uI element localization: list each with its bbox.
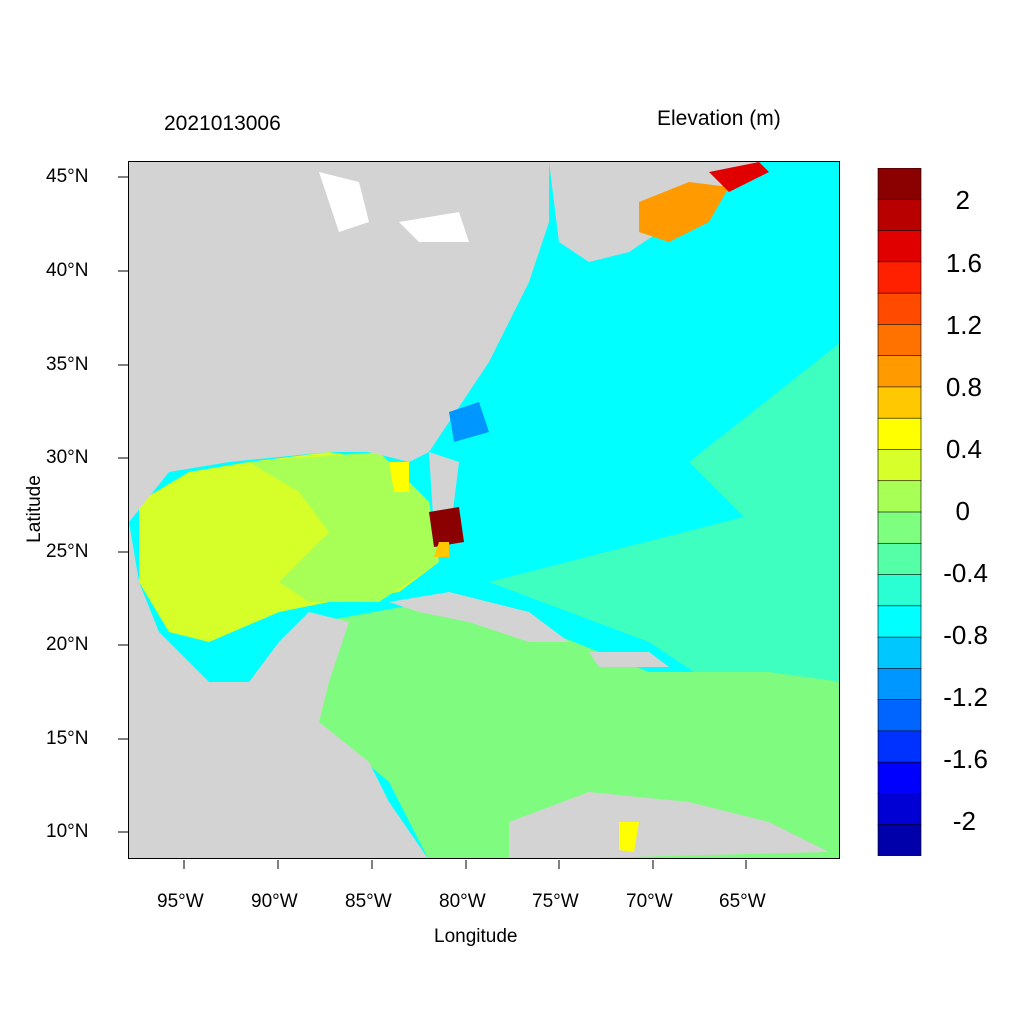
lat-tick-label: 25°N bbox=[46, 541, 89, 562]
lat-tick-label: 45°N bbox=[46, 166, 89, 187]
mexico-land bbox=[129, 522, 349, 722]
colorbar-cell bbox=[877, 574, 922, 607]
lon-tick-label: 90°W bbox=[251, 891, 298, 912]
caribbean-sea bbox=[319, 602, 839, 858]
colorbar-cell bbox=[877, 292, 922, 326]
colorbar-cell bbox=[877, 417, 922, 451]
gulf-east bbox=[249, 452, 439, 602]
colorbar-label: -1.6 bbox=[943, 744, 988, 774]
colorbar-label: 2 bbox=[955, 185, 970, 215]
lat-tick-label: 20°N bbox=[46, 634, 89, 655]
surge-maracaibo bbox=[619, 822, 639, 852]
lat-tick-label: 10°N bbox=[46, 821, 89, 842]
lat-tick-label: 15°N bbox=[46, 728, 89, 749]
timestamp-label: 2021013006 bbox=[164, 112, 281, 135]
great-lakes bbox=[319, 172, 369, 232]
x-axis-label: Longitude bbox=[434, 926, 518, 947]
colorbar-label: 1.2 bbox=[945, 310, 982, 340]
surge-maine bbox=[709, 162, 769, 192]
atlantic-south-region bbox=[489, 492, 839, 722]
cuba-land bbox=[389, 592, 569, 642]
colorbar-cell bbox=[877, 449, 922, 482]
lon-tick-label: 70°W bbox=[626, 891, 673, 912]
lat-tick-label: 35°N bbox=[46, 354, 89, 375]
colorbar-cell bbox=[877, 230, 922, 263]
lat-tick-label: 30°N bbox=[46, 447, 89, 468]
lat-tick-label: 40°N bbox=[46, 260, 89, 281]
colorbar-cell bbox=[877, 605, 922, 638]
colorbar-cell bbox=[877, 542, 922, 576]
negative-surge-georgia bbox=[449, 402, 489, 442]
lon-tick-label: 95°W bbox=[157, 891, 204, 912]
surge-south-florida bbox=[429, 507, 464, 547]
central-america-land bbox=[129, 722, 428, 858]
colorbar-cell bbox=[877, 261, 922, 294]
surge-florida-west bbox=[389, 462, 409, 492]
surge-new-england bbox=[639, 182, 729, 242]
colorbar-cell bbox=[877, 699, 922, 732]
colorbar-cell bbox=[877, 168, 922, 201]
colorbar-label: -0.8 bbox=[943, 620, 988, 650]
great-lakes-east bbox=[399, 212, 469, 242]
hispaniola-land bbox=[589, 652, 669, 667]
colorbar-cell bbox=[877, 824, 922, 856]
colorbar-label: -2 bbox=[952, 806, 976, 836]
colorbar bbox=[877, 168, 922, 856]
colorbar-label: 0.4 bbox=[945, 434, 982, 464]
colorbar-cell bbox=[877, 198, 922, 232]
colorbar-label: 1.6 bbox=[945, 248, 982, 278]
lon-tick-label: 75°W bbox=[532, 891, 579, 912]
colorbar-label: -0.4 bbox=[943, 558, 988, 588]
surge-florida-keys bbox=[434, 542, 449, 557]
colorbar-cell bbox=[877, 668, 922, 701]
colorbar-cell bbox=[877, 386, 922, 419]
north-america-land bbox=[129, 162, 549, 522]
colorbar-label: 0 bbox=[955, 496, 970, 526]
lon-tick-label: 85°W bbox=[345, 891, 392, 912]
atlantic-east-region bbox=[689, 343, 839, 522]
lon-tick-label: 65°W bbox=[719, 891, 766, 912]
elevation-map bbox=[129, 162, 839, 858]
colorbar-cell bbox=[877, 511, 922, 545]
y-axis-label: Latitude bbox=[24, 475, 45, 543]
colorbar-cell bbox=[877, 636, 922, 670]
variable-label: Elevation (m) bbox=[657, 107, 781, 130]
colorbar-cell bbox=[877, 324, 922, 357]
colorbar-cell bbox=[877, 730, 922, 763]
colorbar-label: 0.8 bbox=[945, 372, 982, 402]
colorbar-cell bbox=[877, 355, 922, 388]
south-america-land bbox=[509, 792, 829, 858]
lon-tick-label: 80°W bbox=[439, 891, 486, 912]
colorbar-label: -1.2 bbox=[943, 682, 988, 712]
map-panel bbox=[128, 161, 840, 859]
